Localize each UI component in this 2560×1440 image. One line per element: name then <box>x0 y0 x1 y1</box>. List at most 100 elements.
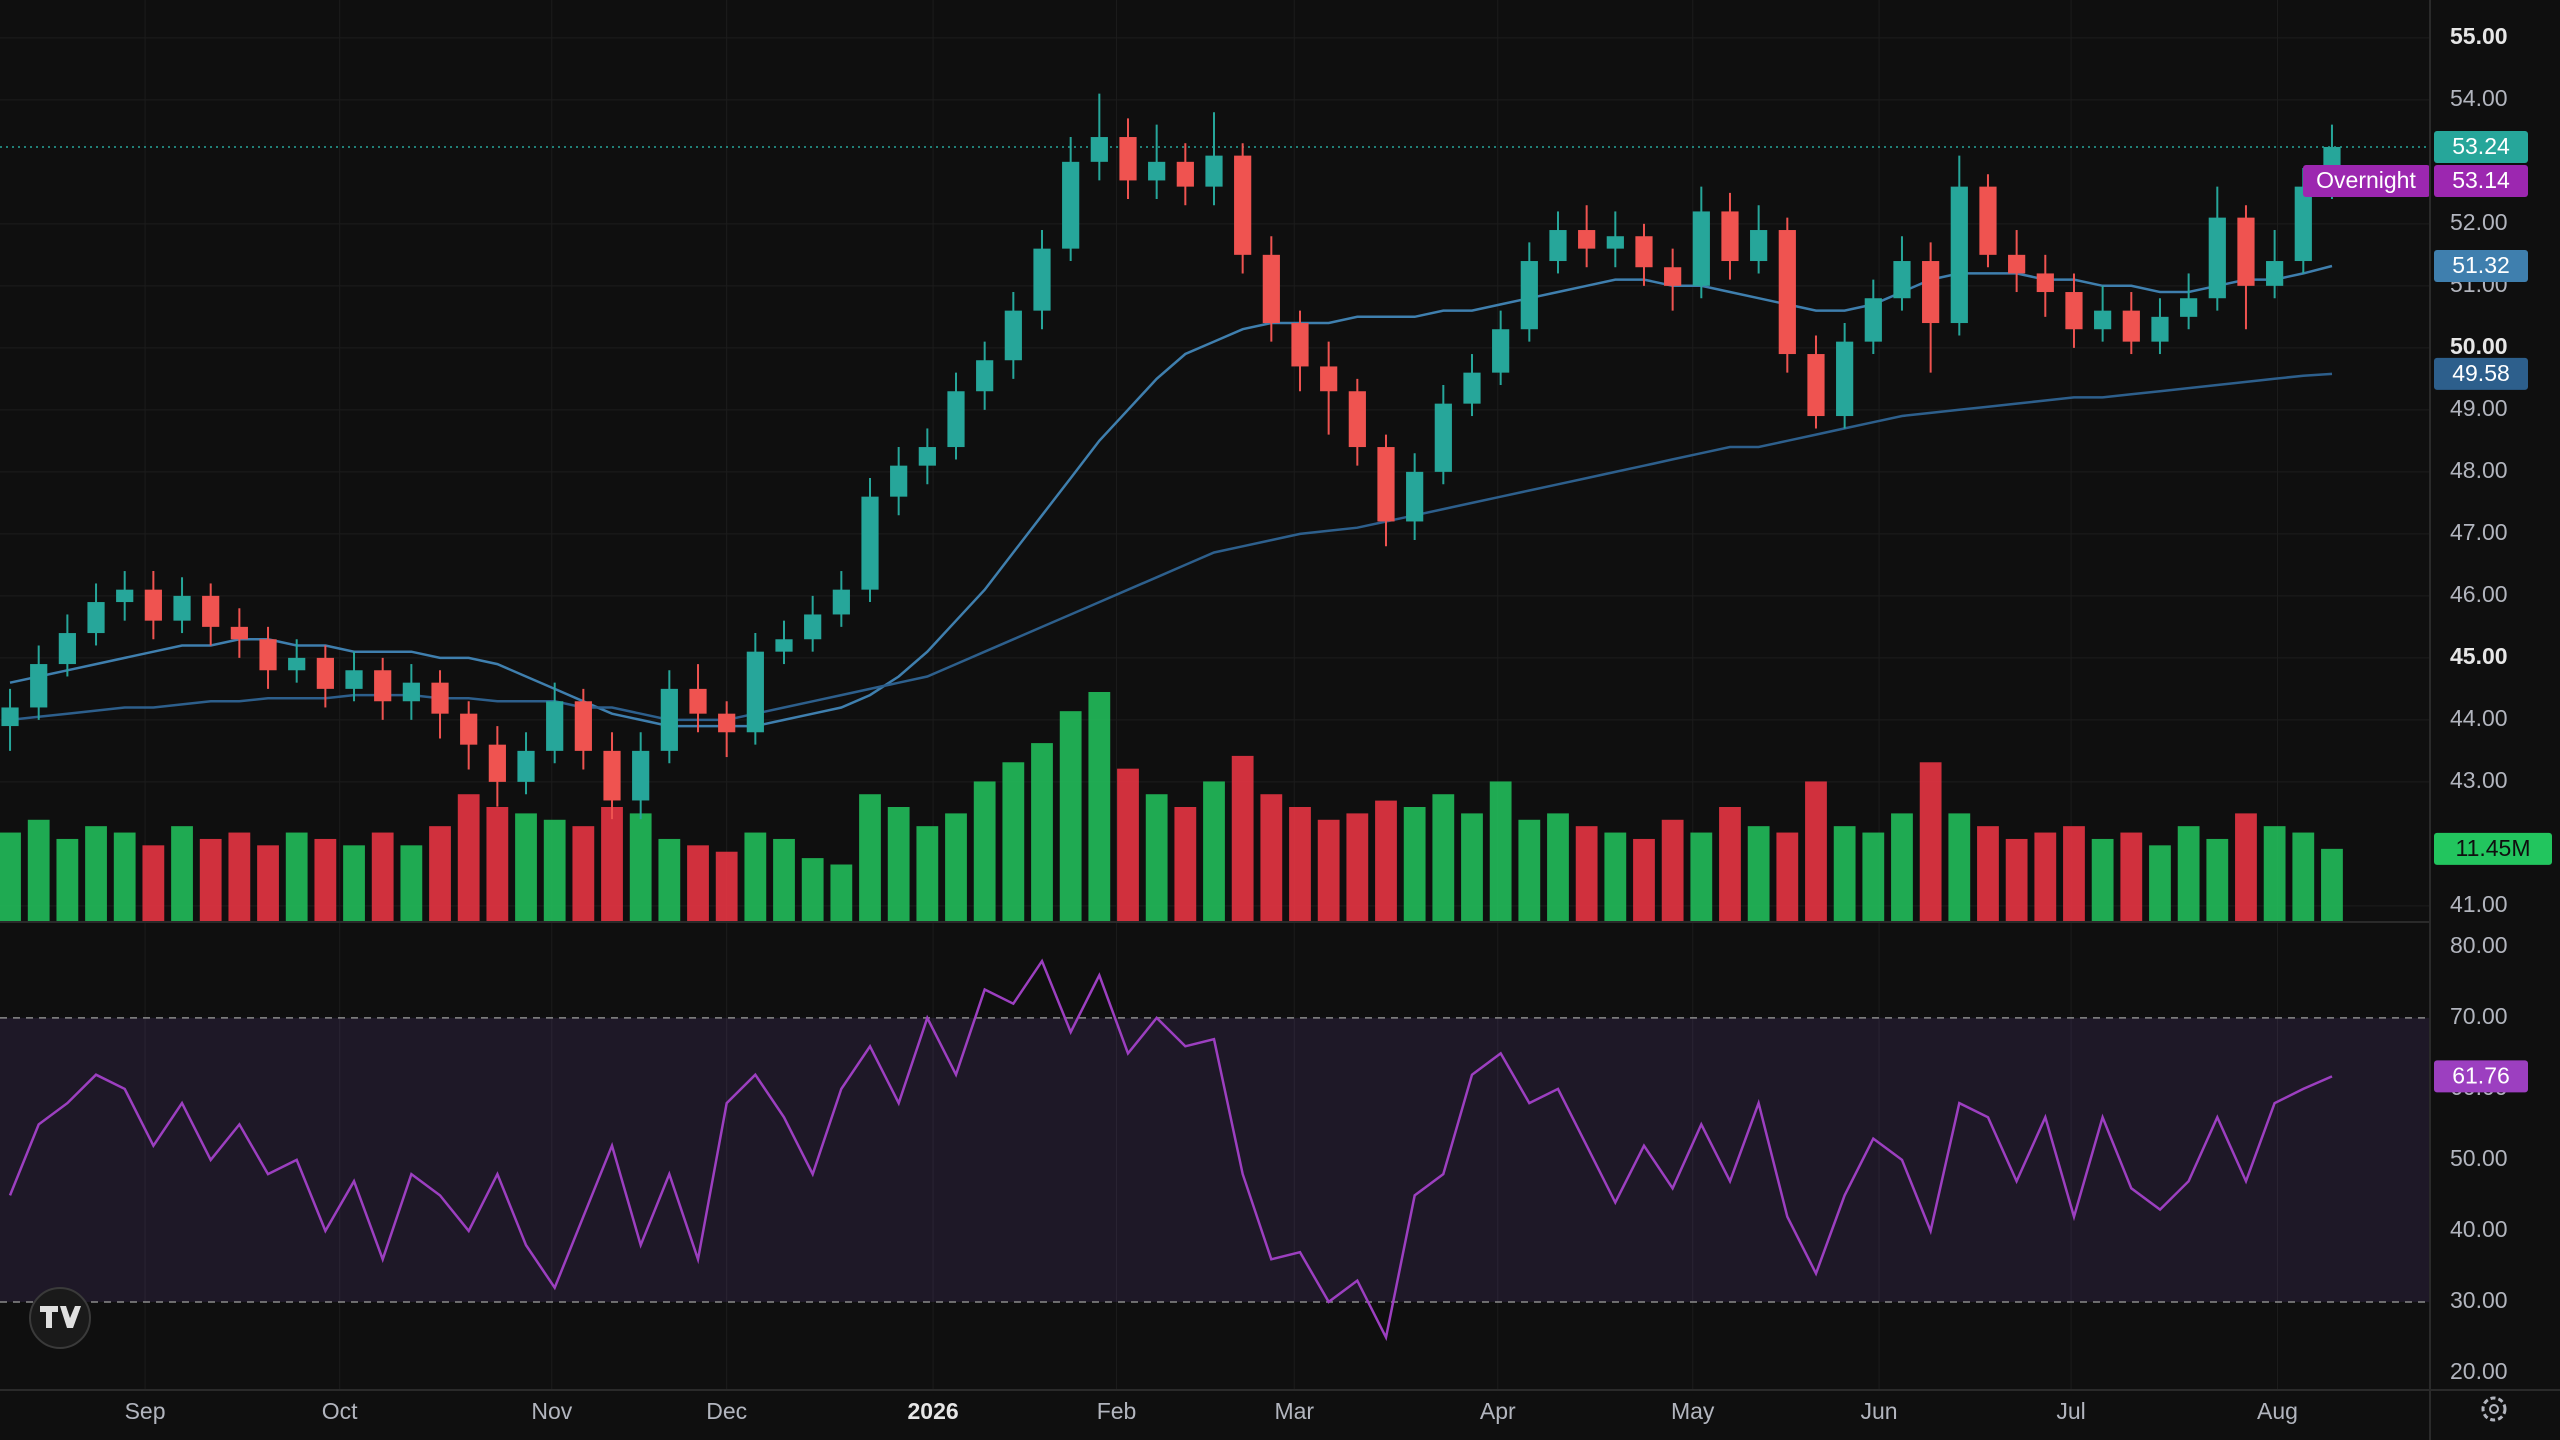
volume-bar <box>85 826 107 922</box>
volume-bar <box>257 845 279 922</box>
candle-body <box>2122 310 2140 342</box>
candle-body <box>1750 230 1768 262</box>
volume-bar <box>859 794 881 922</box>
logo-mark <box>40 1306 81 1328</box>
candle-body <box>1033 248 1051 311</box>
candle-body <box>861 496 879 590</box>
candle-body <box>1950 186 1968 324</box>
moving-average-label-box <box>2434 357 2528 390</box>
candle-body <box>1463 372 1481 404</box>
volume-bar <box>1375 800 1397 922</box>
volume-bar <box>1977 826 1999 922</box>
volume-bar <box>1432 794 1455 922</box>
candle-body <box>173 595 191 621</box>
candle-body <box>1836 341 1854 417</box>
volume-bar <box>715 851 738 922</box>
candle-body <box>976 360 994 392</box>
y-tick-label: 41.00 <box>2450 891 2508 917</box>
volume-bar <box>2034 832 2057 922</box>
candle-body <box>116 589 134 603</box>
y-tick-label: 43.00 <box>2450 767 2508 793</box>
candle-body <box>1291 323 1309 367</box>
y-tick-label: 54.00 <box>2450 85 2508 111</box>
volume-label: 11.45M <box>2455 835 2530 861</box>
x-tick-label: Feb <box>1097 1398 1137 1424</box>
x-tick-label: Aug <box>2257 1398 2298 1424</box>
volume-bar <box>171 826 193 922</box>
volume-bar <box>1862 832 1885 922</box>
candle-body <box>660 688 678 751</box>
x-tick-label: Jul <box>2056 1398 2085 1424</box>
candle-body <box>2036 273 2054 293</box>
volume-bar <box>343 845 365 922</box>
settings-button[interactable] <box>2481 1396 2507 1422</box>
y-tick-label: 40.00 <box>2450 1216 2508 1242</box>
volume-bar <box>1203 781 1225 922</box>
volume-bar <box>572 826 595 922</box>
volume-bar <box>916 826 939 922</box>
volume-bar <box>486 807 509 922</box>
y-tick-label: 50.00 <box>2450 333 2508 359</box>
volume-bar <box>1231 755 1254 922</box>
volume-bar <box>314 838 337 922</box>
volume-bar <box>113 832 136 922</box>
candle-body <box>1692 211 1710 286</box>
overnight-price-label: 53.14 <box>2452 167 2510 193</box>
x-tick-label: Mar <box>1274 1398 1314 1424</box>
y-tick-label: 55.00 <box>2450 23 2508 49</box>
candle-body <box>30 664 48 708</box>
volume-bar <box>1346 813 1369 922</box>
candle-body <box>1348 391 1366 448</box>
candle-body <box>2180 298 2198 317</box>
volume-bar <box>887 807 910 922</box>
volume-bar <box>773 838 795 922</box>
candle-body <box>460 713 478 745</box>
candle-body <box>1062 161 1080 249</box>
volume-bar <box>1575 826 1598 922</box>
y-tick-label: 46.00 <box>2450 581 2508 607</box>
volume-bar <box>1059 711 1082 922</box>
volume-bar <box>601 807 623 922</box>
volume-bar <box>2292 832 2315 922</box>
volume-bar <box>1174 807 1197 922</box>
candle-body <box>804 614 822 640</box>
volume-bar <box>543 819 566 922</box>
volume-bar <box>199 838 222 922</box>
candle-body <box>832 589 850 615</box>
volume-bar <box>1403 807 1426 922</box>
candle-body <box>603 750 621 801</box>
candle-body <box>2065 292 2083 330</box>
volume-bar <box>945 813 967 922</box>
y-tick-label: 80.00 <box>2450 932 2508 958</box>
volume-bar <box>2206 838 2229 922</box>
volume-bar <box>2177 826 2200 922</box>
tradingview-logo[interactable] <box>29 1287 91 1349</box>
volume-bar <box>56 838 79 922</box>
y-tick-label: 44.00 <box>2450 705 2508 731</box>
candle-body <box>345 670 363 689</box>
volume-bar <box>228 832 251 922</box>
candle-body <box>1 707 19 727</box>
candle-body <box>1864 298 1882 342</box>
volume-bar <box>1805 781 1827 922</box>
candle-body <box>546 701 564 751</box>
candle-body <box>87 602 105 634</box>
y-tick-label: 48.00 <box>2450 457 2508 483</box>
y-tick-label: 49.00 <box>2450 395 2508 421</box>
y-tick-label: 52.00 <box>2450 209 2508 235</box>
volume-bar <box>1919 762 1942 922</box>
moving-average-line <box>9 372 2333 722</box>
volume-bar <box>801 858 824 922</box>
candle-body <box>1004 310 1022 361</box>
rsi-value-label: 61.76 <box>2452 1062 2510 1088</box>
moving-average-label-box <box>2434 249 2528 282</box>
y-tick-label: 50.00 <box>2450 1145 2508 1171</box>
volume-bar <box>973 781 996 922</box>
moving-average-line <box>9 264 2333 728</box>
rsi-line <box>8 958 2333 1342</box>
candle-body <box>230 626 248 640</box>
volume-bar <box>1833 826 1856 922</box>
candle-body <box>402 682 420 702</box>
volume-bar <box>830 864 853 922</box>
